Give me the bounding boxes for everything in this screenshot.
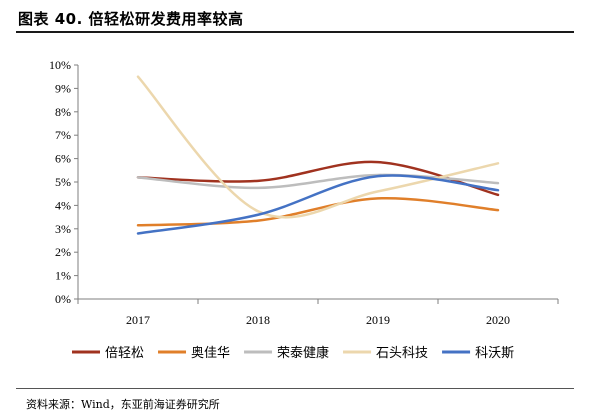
series-layer (136, 75, 500, 235)
line-chart: 0%1%2%3%4%5%6%7%8%9%10%2017 2018 2019 2020 … (49, 58, 559, 361)
series-line-2 (136, 173, 500, 190)
y-tick-label: 10% (49, 58, 71, 72)
figure-title: 图表 40. 倍轻松研发费用率较高 (18, 10, 244, 28)
source-rule (16, 388, 574, 389)
legend-label: 倍轻松 (105, 346, 144, 361)
y-tick-label: 4% (55, 198, 71, 212)
series-line-1 (136, 196, 500, 227)
y-tick-label: 2% (55, 245, 71, 259)
axes: 0% 1% 2% 3% 4% 5% 6% 7% 8% 9% 10% 2017 2018 2019 2020 (49, 58, 559, 327)
source-note: 资料来源：Wind，东亚前海证券研究所 (26, 398, 220, 411)
y-tick-label: 0% (55, 292, 71, 306)
x-tick-label: 2018 (246, 313, 270, 327)
y-tick-label: 7% (55, 128, 71, 142)
legend: 倍轻松 奥佳华 荣泰健康 石头科技 科沃斯 (72, 345, 514, 361)
y-tick-label: 1% (55, 269, 71, 283)
title-rule (16, 31, 574, 33)
y-tick-label: 3% (55, 222, 71, 236)
legend-label: 石头科技 (376, 346, 428, 361)
series-line-3 (136, 75, 500, 219)
y-tick-label: 6% (55, 152, 71, 166)
series-line-4 (136, 174, 500, 235)
y-tick-label: 8% (55, 105, 71, 119)
legend-label: 科沃斯 (475, 346, 514, 361)
y-tick-label: 9% (55, 81, 71, 95)
legend-label: 荣泰健康 (277, 345, 329, 361)
y-tick-label: 5% (55, 175, 71, 189)
legend-label: 奥佳华 (191, 346, 230, 361)
x-tick-label: 2019 (366, 313, 390, 327)
x-tick-label: 2017 (126, 313, 150, 327)
x-tick-label: 2020 (486, 313, 510, 327)
